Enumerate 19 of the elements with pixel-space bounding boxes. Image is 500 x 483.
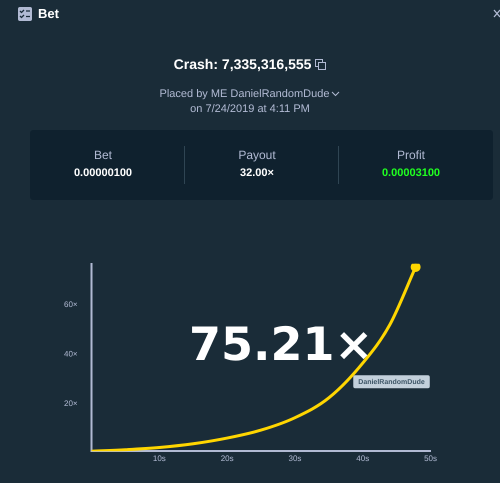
y-tick-label: 60× xyxy=(64,300,78,309)
y-tick-label: 40× xyxy=(64,350,78,359)
text: Placed by ME DanielRandomDude xyxy=(160,88,330,100)
text: 0.00003100 xyxy=(380,167,442,179)
chart-subtitle: Crash: 7,335,316,555 xyxy=(174,56,312,72)
text: 0.00000100 xyxy=(72,167,134,179)
text: 32.00× xyxy=(239,167,275,179)
text: Bet xyxy=(92,148,113,162)
annotation: 75.21× xyxy=(189,317,374,372)
x-tick-label: 10s xyxy=(152,454,166,464)
x-tick-label: 20s xyxy=(220,454,234,464)
text: on 7/24/2019 at 4:11 PM xyxy=(189,103,311,115)
x-tick-label: 50s xyxy=(424,454,438,464)
chart-title: Bet xyxy=(38,6,59,21)
x-tick-label: 40s xyxy=(356,454,370,464)
text: Payout xyxy=(237,148,277,162)
text: Profit xyxy=(396,148,426,162)
y-tick-label: 20× xyxy=(64,399,78,408)
x-tick-label: 30s xyxy=(288,454,302,464)
